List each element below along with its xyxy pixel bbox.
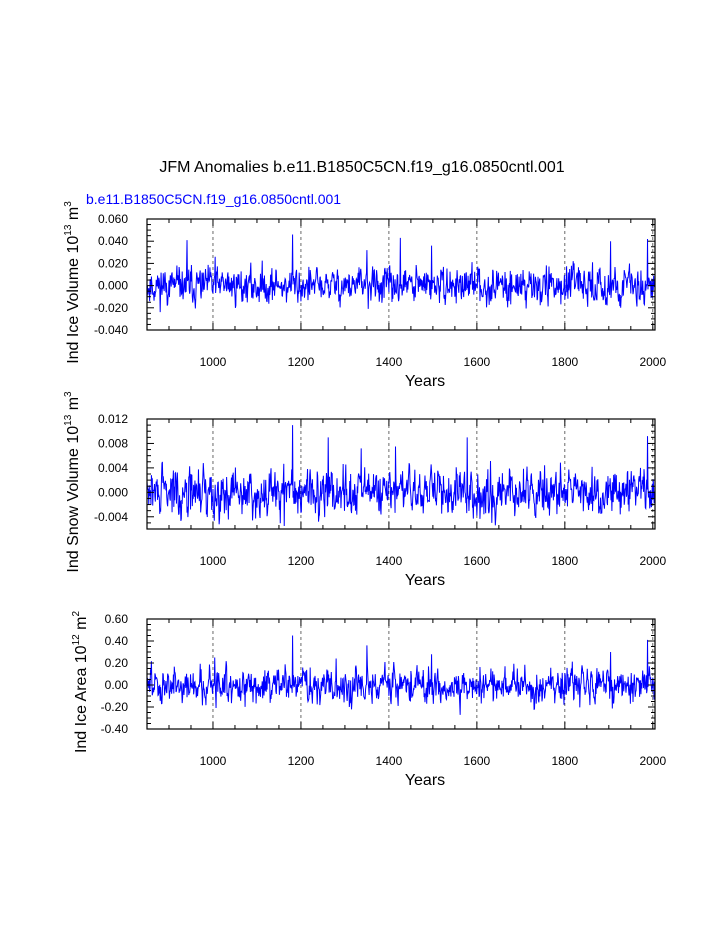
panel-1: 1000 1200 1400 1600 1800 2000 0.060 0.040 0.020 0… [63,201,666,390]
series-line [146,234,656,313]
y-tick-label: 0.012 [98,412,128,426]
plot-frame [146,618,656,730]
x-tick-label: 1200 [288,554,315,568]
y-axis-label: Ind Ice Volume 1013 m3 [63,201,82,364]
y-tick-label: 0.00 [105,678,129,692]
series-line [146,635,656,715]
x-tick-label: 2000 [639,554,666,568]
x-tick-label: 1000 [200,754,227,768]
x-axis-label: Years [405,572,445,589]
y-tick-label: -0.20 [101,700,129,714]
x-tick-label: 1800 [551,355,578,369]
y-tick-label: 0.040 [98,234,128,248]
x-tick-label: 1000 [200,554,227,568]
y-tick-label: 0.060 [98,212,128,226]
y-tick-label: 0.20 [105,656,129,670]
series-line [146,425,656,526]
x-tick-label: 1400 [376,554,403,568]
x-tick-label: 1400 [376,355,403,369]
x-tick-label: 1600 [464,754,491,768]
x-tick-label: 1600 [464,554,491,568]
figure-title: JFM Anomalies b.e11.B1850C5CN.f19_g16.08… [159,159,564,176]
y-tick-label: 0.000 [98,279,128,293]
y-tick-label: 0.020 [98,256,128,270]
y-axis-label: Ind Snow Volume 1013 m3 [63,391,82,573]
x-axis-label: Years [405,373,445,390]
y-tick-label: -0.40 [101,722,129,736]
x-axis-label: Years [405,772,445,789]
y-tick-label: -0.040 [94,323,128,337]
plot-frame [146,418,656,530]
y-tick-label: -0.004 [94,510,128,524]
y-tick-label: 0.60 [105,612,129,626]
y-tick-label: 0.40 [105,634,129,648]
y-tick-label: 0.004 [98,461,128,475]
x-tick-label: 1000 [200,355,227,369]
x-tick-label: 2000 [639,355,666,369]
y-axis-label: Ind Ice Area 1012 m2 [71,611,90,754]
x-tick-label: 1200 [288,754,315,768]
x-tick-label: 1800 [551,754,578,768]
x-tick-label: 1200 [288,355,315,369]
y-tick-label: 0.008 [98,436,128,450]
panel-2: 1000 1200 1400 1600 1800 2000 0.012 0.008 0.004 0… [63,391,666,589]
panel-3: 1000 1200 1400 1600 1800 2000 0.60 0.40 0.20 0.00… [71,611,666,789]
x-tick-label: 2000 [639,754,666,768]
y-tick-label: -0.020 [94,301,128,315]
x-tick-label: 1600 [464,355,491,369]
panel-subtitle: b.e11.B1850C5CN.f19_g16.0850cntl.001 [86,191,341,207]
x-tick-label: 1400 [376,754,403,768]
y-tick-label: 0.000 [98,485,128,499]
x-tick-label: 1800 [551,554,578,568]
